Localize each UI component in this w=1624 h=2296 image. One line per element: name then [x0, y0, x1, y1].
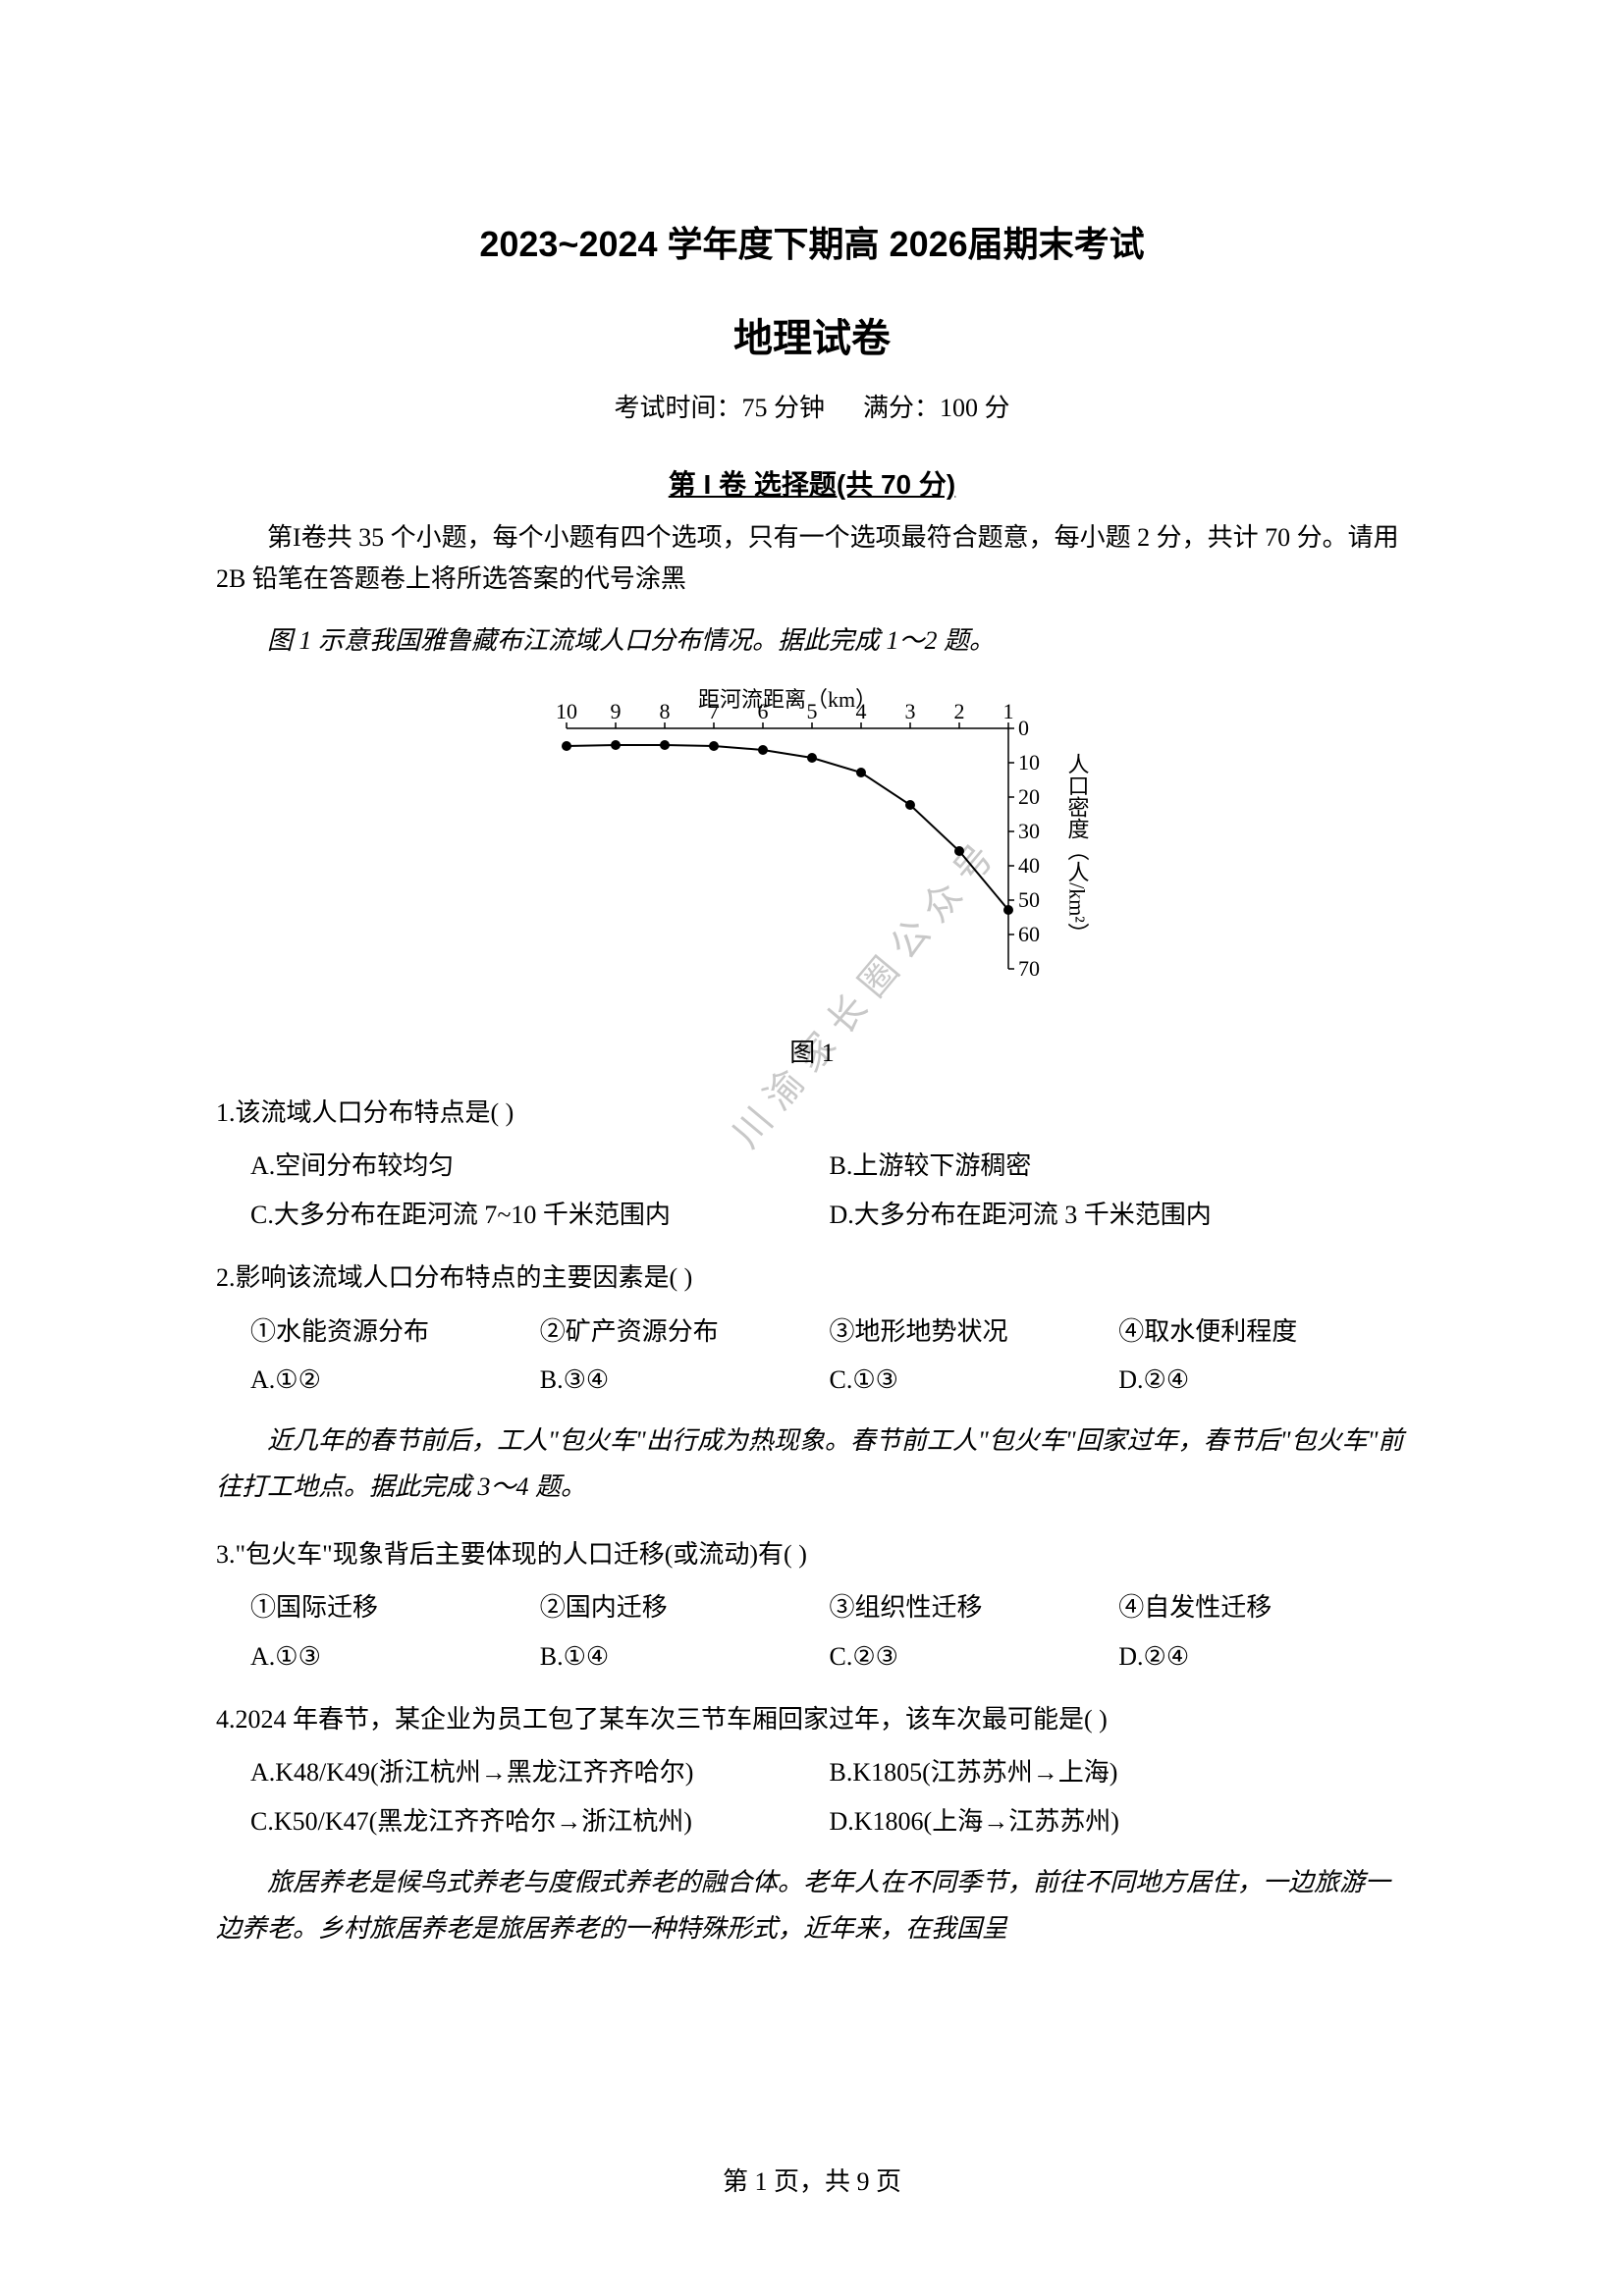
- q3-option-d: D.②④: [1118, 1632, 1408, 1681]
- page-footer: 第 1 页，共 9 页: [0, 2162, 1624, 2198]
- q1-option-a: A.空间分布较均匀: [250, 1142, 830, 1190]
- svg-text:1: 1: [1003, 699, 1014, 723]
- chart-1-container: 距河流距离（km） 10 9 8 7 6 5 4 3 2 10 10 20 30 40 50 60 70 人口密度（…: [216, 684, 1408, 1023]
- q3-option-c: C.②③: [830, 1632, 1119, 1681]
- q2-option-c: C.①③: [830, 1356, 1119, 1404]
- svg-text:70: 70: [1018, 956, 1040, 981]
- q2-option-b: B.③④: [540, 1356, 830, 1404]
- q3-item-2: ②国内迁移: [540, 1583, 830, 1631]
- chart-1-caption: 图 1: [216, 1033, 1408, 1069]
- svg-text:20: 20: [1018, 784, 1040, 809]
- svg-text:10: 10: [1018, 750, 1040, 774]
- question-2: 2.影响该流域人口分布特点的主要因素是( ): [216, 1254, 1408, 1302]
- title-main: 2023~2024 学年度下期高 2026届期末考试: [216, 216, 1408, 267]
- q3-option-a: A.①③: [250, 1632, 540, 1681]
- svg-text:2: 2: [954, 699, 965, 723]
- q2-option-a: A.①②: [250, 1356, 540, 1404]
- question-3-items: ①国际迁移 ②国内迁移 ③组织性迁移 ④自发性迁移 A.①③ B.①④ C.②③…: [216, 1583, 1408, 1681]
- svg-text:9: 9: [611, 699, 622, 723]
- full-score: 满分：100 分: [863, 394, 1010, 422]
- q2-item-2: ②矿产资源分布: [540, 1308, 830, 1356]
- q4-option-c: C.K50/K47(黑龙江齐齐哈尔→浙江杭州): [250, 1797, 830, 1845]
- svg-text:人口密度（人/km²）: 人口密度（人/km²）: [1065, 753, 1090, 944]
- passage-1: 图 1 示意我国雅鲁藏布江流域人口分布情况。据此完成 1～2 题。: [216, 618, 1408, 665]
- q1-option-d: D.大多分布在距河流 3 千米范围内: [830, 1191, 1409, 1239]
- svg-text:30: 30: [1018, 819, 1040, 843]
- svg-text:8: 8: [660, 699, 671, 723]
- svg-text:0: 0: [1018, 716, 1029, 740]
- q3-item-1: ①国际迁移: [250, 1583, 540, 1631]
- q3-item-3: ③组织性迁移: [830, 1583, 1119, 1631]
- svg-text:10: 10: [556, 699, 577, 723]
- svg-text:3: 3: [905, 699, 916, 723]
- section-title: 第 I 卷 选择题(共 70 分): [216, 463, 1408, 503]
- svg-text:60: 60: [1018, 922, 1040, 946]
- svg-text:40: 40: [1018, 853, 1040, 878]
- q4-option-b: B.K1805(江苏苏州→上海): [830, 1748, 1409, 1796]
- page-content: 2023~2024 学年度下期高 2026届期末考试 地理试卷 考试时间：75 …: [216, 216, 1408, 1952]
- q4-option-a: A.K48/K49(浙江杭州→黑龙江齐齐哈尔): [250, 1748, 830, 1796]
- question-3: 3."包火车"现象背后主要体现的人口迁移(或流动)有( ): [216, 1530, 1408, 1578]
- q2-item-1: ①水能资源分布: [250, 1308, 540, 1356]
- q1-option-b: B.上游较下游稠密: [830, 1142, 1409, 1190]
- q1-option-c: C.大多分布在距河流 7~10 千米范围内: [250, 1191, 830, 1239]
- svg-text:6: 6: [758, 699, 769, 723]
- svg-text:7: 7: [709, 699, 720, 723]
- question-1-options: A.空间分布较均匀 B.上游较下游稠密 C.大多分布在距河流 7~10 千米范围…: [216, 1142, 1408, 1239]
- svg-text:距河流距离（km）: 距河流距离（km）: [698, 687, 877, 712]
- svg-text:5: 5: [807, 699, 818, 723]
- q3-item-4: ④自发性迁移: [1118, 1583, 1408, 1631]
- q2-item-3: ③地形地势状况: [830, 1308, 1119, 1356]
- exam-info: 考试时间：75 分钟 满分：100 分: [216, 388, 1408, 424]
- chart-1-svg: 距河流距离（km） 10 9 8 7 6 5 4 3 2 10 10 20 30 40 50 60 70 人口密度（…: [508, 684, 1116, 1018]
- question-4: 4.2024 年春节，某企业为员工包了某车次三节车厢回家过年，该车次最可能是( …: [216, 1695, 1408, 1743]
- exam-time: 考试时间：75 分钟: [614, 394, 825, 422]
- q2-item-4: ④取水便利程度: [1118, 1308, 1408, 1356]
- q4-option-d: D.K1806(上海→江苏苏州): [830, 1797, 1409, 1845]
- svg-text:4: 4: [856, 699, 867, 723]
- q3-option-b: B.①④: [540, 1632, 830, 1681]
- question-4-options: A.K48/K49(浙江杭州→黑龙江齐齐哈尔) B.K1805(江苏苏州→上海)…: [216, 1748, 1408, 1845]
- passage-2: 近几年的春节前后，工人"包火车"出行成为热现象。春节前工人"包火车"回家过年，春…: [216, 1418, 1408, 1511]
- passage-3: 旅居养老是候鸟式养老与度假式养老的融合体。老年人在不同季节，前往不同地方居住，一…: [216, 1860, 1408, 1952]
- title-sub: 地理试卷: [216, 306, 1408, 363]
- svg-text:50: 50: [1018, 887, 1040, 912]
- section-instructions: 第I卷共 35 个小题，每个小题有四个选项，只有一个选项最符合题意，每小题 2 …: [216, 517, 1408, 599]
- question-2-items: ①水能资源分布 ②矿产资源分布 ③地形地势状况 ④取水便利程度 A.①② B.③…: [216, 1308, 1408, 1405]
- q2-option-d: D.②④: [1118, 1356, 1408, 1404]
- question-1: 1.该流域人口分布特点是( ): [216, 1089, 1408, 1137]
